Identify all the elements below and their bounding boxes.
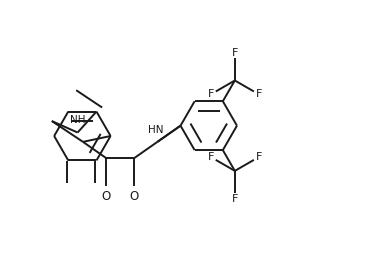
Text: F: F — [256, 152, 262, 162]
Text: F: F — [256, 89, 262, 100]
Text: F: F — [207, 89, 214, 100]
Text: NH: NH — [70, 115, 85, 125]
Text: O: O — [102, 190, 111, 203]
Text: F: F — [207, 152, 214, 162]
Text: HN: HN — [148, 125, 163, 135]
Text: F: F — [232, 194, 238, 204]
Text: O: O — [130, 190, 139, 203]
Text: F: F — [232, 48, 238, 58]
